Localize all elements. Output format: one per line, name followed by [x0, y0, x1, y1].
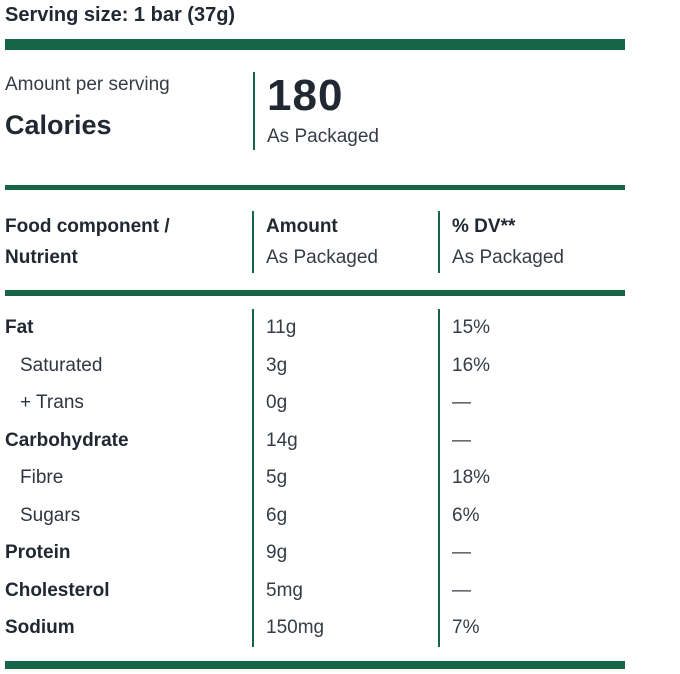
nutrient-amount: 0g — [252, 384, 438, 422]
nutrient-amount: 5mg — [252, 571, 438, 609]
header-amount: Amount As Packaged — [252, 211, 438, 273]
nutrient-dv: — — [438, 384, 625, 422]
nutrient-name: Saturated — [20, 354, 103, 376]
nutrient-dv: 18% — [438, 459, 625, 497]
calories-label: Calories — [5, 110, 112, 140]
header-amount-subtitle: As Packaged — [266, 247, 378, 268]
nutrient-amount: 6g — [252, 496, 438, 534]
nutrient-dv: 16% — [438, 346, 625, 384]
nutrient-name: Fibre — [20, 467, 64, 488]
nutrient-amount: 5g — [252, 459, 438, 497]
nutrient-table-body: Fat 11g 15% Saturated 3g 16% + Trans 0g … — [5, 309, 625, 647]
table-row-carbohydrate: Carbohydrate 14g — — [5, 421, 625, 459]
nutrient-amount: 3g — [252, 346, 438, 384]
calories-value-cell: 180 As Packaged — [253, 72, 625, 150]
nutrient-amount: 9g — [252, 534, 438, 572]
calories-section: Amount per serving Calories 180 As Packa… — [5, 50, 625, 185]
header-dv: % DV** As Packaged — [438, 211, 625, 273]
nutrient-dv: — — [438, 534, 625, 572]
header-dv-title: % DV** — [452, 216, 516, 237]
table-row-protein: Protein 9g — — [5, 534, 625, 572]
table-row-trans: + Trans 0g — — [5, 384, 625, 422]
header-amount-title: Amount — [266, 216, 338, 237]
header-dv-subtitle: As Packaged — [452, 247, 564, 268]
serving-size-heading: Serving size: 1 bar (37g) — [5, 4, 236, 26]
nutrient-dv: 7% — [438, 609, 625, 647]
table-row-saturated: Saturated 3g 16% — [5, 346, 625, 384]
nutrient-name: Cholesterol — [5, 579, 110, 601]
table-row-fat: Fat 11g 15% — [5, 309, 625, 347]
header-food-component-line1: Food component / — [5, 216, 170, 237]
nutrient-dv: — — [438, 421, 625, 459]
nutrient-name: Protein — [5, 542, 71, 563]
calories-value: 180 — [267, 71, 344, 120]
nutrient-name: Sugars — [20, 504, 81, 526]
divider-bar-bottom — [5, 660, 625, 669]
header-food-component: Food component / Nutrient — [5, 211, 252, 273]
divider-bar-under-header — [5, 290, 625, 296]
nutrient-name: Fat — [5, 317, 34, 338]
divider-bar-top — [5, 39, 625, 50]
nutrient-amount: 150mg — [252, 609, 438, 647]
nutrient-amount: 14g — [252, 421, 438, 459]
nutrient-dv: — — [438, 571, 625, 609]
nutrient-dv: 15% — [438, 309, 625, 347]
header-food-component-line2: Nutrient — [5, 247, 78, 268]
nutrient-amount: 11g — [252, 309, 438, 347]
nutrient-name: + Trans — [20, 392, 84, 413]
table-row-cholesterol: Cholesterol 5mg — — [5, 571, 625, 609]
nutrient-dv: 6% — [438, 496, 625, 534]
table-row-sodium: Sodium 150mg 7% — [5, 609, 625, 647]
nutrient-name: Carbohydrate — [5, 429, 129, 451]
table-row-sugars: Sugars 6g 6% — [5, 496, 625, 534]
nutrient-name: Sodium — [5, 617, 75, 638]
calories-basis-label: As Packaged — [267, 126, 379, 147]
table-header-row: Food component / Nutrient Amount As Pack… — [5, 190, 625, 290]
amount-per-serving-label: Amount per serving — [5, 74, 170, 95]
divider-bar-under-calories — [5, 185, 625, 190]
table-row-fibre: Fibre 5g 18% — [5, 459, 625, 497]
